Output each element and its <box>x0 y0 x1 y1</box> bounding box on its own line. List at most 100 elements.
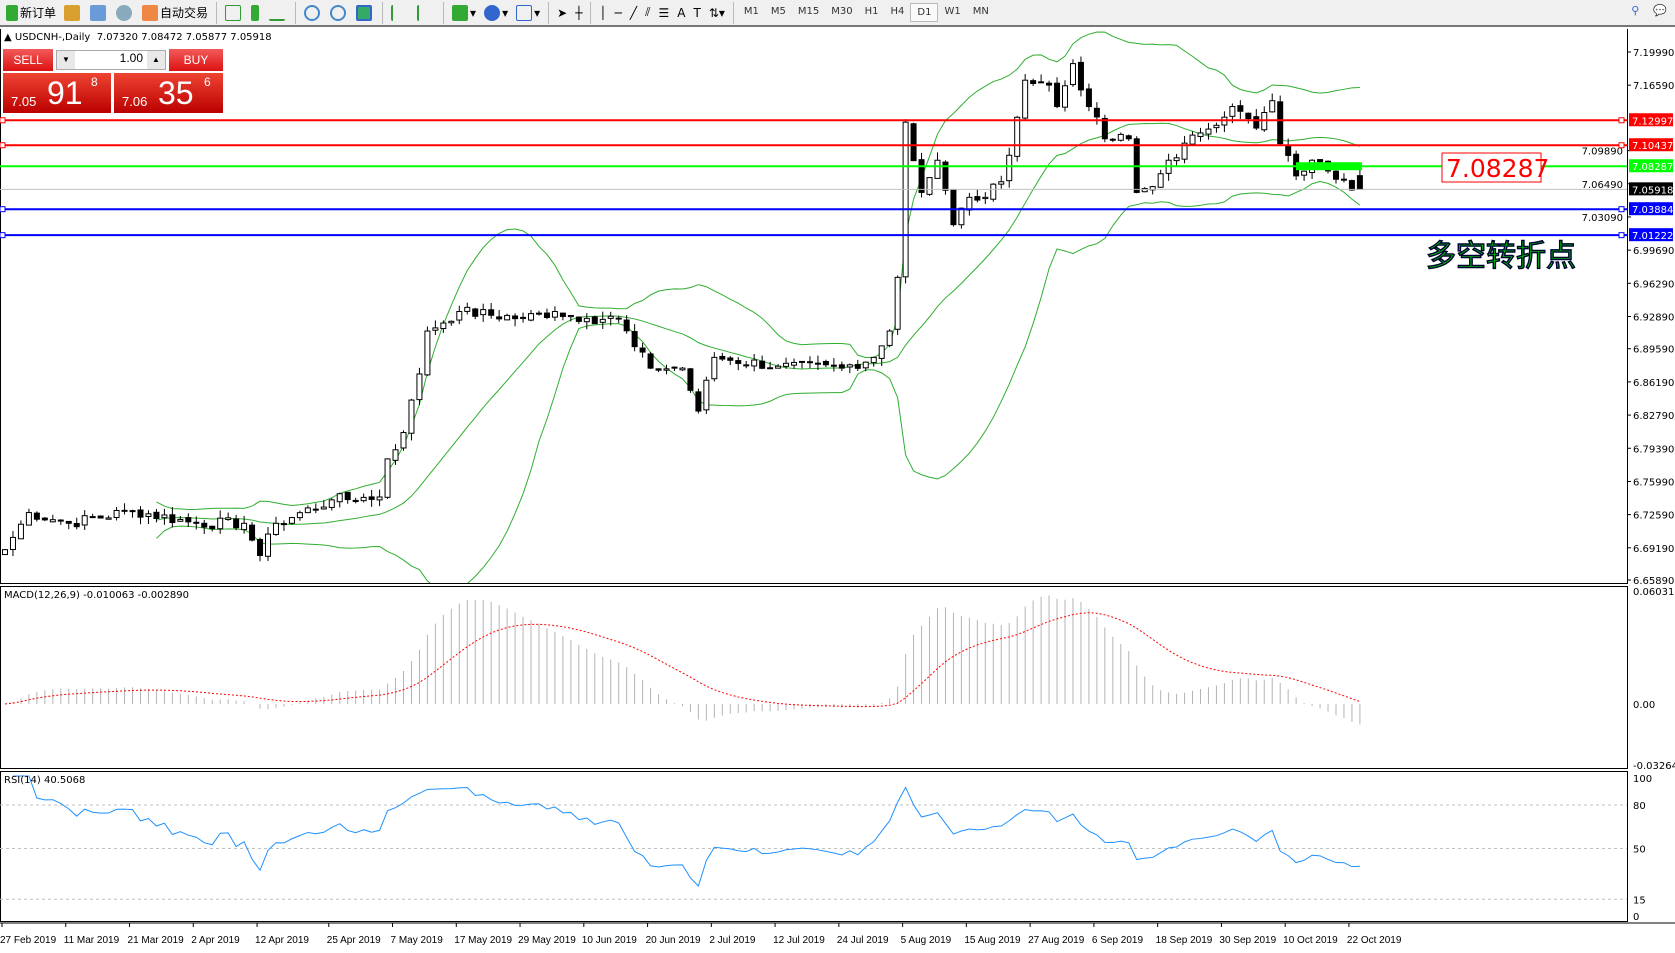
candle <box>767 361 774 370</box>
toolbar: 新订单 自动交易 ▾ ▾ ▾ ➤ ┼ │ ─ ╱ ⫽ ☰ A T ⇅▾ M1 M5… <box>0 0 1675 27</box>
price-line-label: 7.10437 <box>1632 141 1673 152</box>
candle <box>384 458 391 499</box>
indicators-button[interactable]: ▾ <box>448 1 480 25</box>
timeframe-m30[interactable]: M30 <box>831 6 853 17</box>
timeframe-h4[interactable]: H4 <box>890 6 905 17</box>
auto-trading-button[interactable]: 自动交易 <box>138 1 212 25</box>
chat-icon[interactable]: 💬 <box>1653 4 1667 17</box>
price-line-label-bg <box>1629 228 1673 242</box>
cursor-button[interactable]: ➤ <box>553 1 571 25</box>
horizontal-line-button[interactable]: ─ <box>611 1 626 25</box>
candle-body-down <box>918 159 925 193</box>
search-icon[interactable]: ⚲ <box>1631 4 1640 17</box>
candle-body-down <box>591 316 598 325</box>
candle <box>137 506 144 525</box>
zoom-out-button[interactable] <box>326 1 352 25</box>
sell-button[interactable]: SELL <box>3 49 53 71</box>
price-tick-label: 7.06490 <box>1582 180 1623 191</box>
candle-body-down <box>830 364 837 367</box>
buy-price[interactable]: 7.06 35 6 <box>114 73 223 113</box>
candle-body-up <box>990 183 997 200</box>
candle-body-up <box>25 512 32 526</box>
candle-body-down <box>615 317 622 320</box>
separator <box>732 1 734 24</box>
fibonacci-button[interactable]: ☰ <box>654 1 673 25</box>
text-label-button[interactable]: T <box>689 1 704 25</box>
timeframe-m1[interactable]: M1 <box>743 6 759 17</box>
timeframe-d1[interactable]: D1 <box>910 3 939 22</box>
trendline-button[interactable]: ╱ <box>626 1 641 25</box>
add-indicator-icon <box>452 4 469 21</box>
bar-chart-button[interactable] <box>221 1 247 25</box>
timeframe-h1[interactable]: H1 <box>864 6 879 17</box>
candle <box>2 549 8 556</box>
chart-area[interactable]: 7.19990 7.16590 7.09890 7.06490 7.03090 6.996… <box>0 29 1675 953</box>
auto-scroll-button[interactable] <box>387 1 413 25</box>
candle-body-up <box>567 315 574 318</box>
periods-button[interactable]: ▾ <box>480 1 512 25</box>
candle <box>145 510 152 525</box>
zoom-in-icon <box>304 4 321 21</box>
line-chart-button[interactable] <box>265 1 291 25</box>
candle-body-up <box>1197 132 1204 138</box>
candle-body-up <box>9 536 16 551</box>
candle-body-up <box>791 361 798 366</box>
tile-icon <box>356 4 373 21</box>
macd-axis-label: 0.00 <box>1633 700 1655 711</box>
candle-body-down <box>153 511 160 519</box>
crosshair-button[interactable]: ┼ <box>571 1 586 25</box>
navigator-button[interactable] <box>86 1 112 25</box>
text-button[interactable]: A <box>673 1 689 25</box>
rsi-axis-label: 80 <box>1633 801 1646 812</box>
tile-windows-button[interactable] <box>352 1 378 25</box>
candle-body-down <box>942 161 949 191</box>
candle <box>607 311 614 326</box>
time-axis-label: 10 Jun 2019 <box>582 935 637 946</box>
lot-decrease-button[interactable]: ▼ <box>57 51 75 69</box>
gold-icon <box>64 4 81 21</box>
buy-price-prefix: 7.06 <box>122 94 148 109</box>
candle <box>1221 111 1228 133</box>
candle <box>105 515 112 520</box>
zoom-in-button[interactable] <box>300 1 326 25</box>
candle <box>520 312 527 323</box>
lot-input[interactable]: 1.00 <box>119 51 143 65</box>
price-tick-label: 7.09890 <box>1582 147 1623 158</box>
clock-icon <box>484 4 501 21</box>
channel-icon: ⫽ <box>645 5 651 19</box>
candle <box>958 207 965 229</box>
time-axis-label: 10 Oct 2019 <box>1283 935 1338 946</box>
candle <box>480 303 487 322</box>
lot-stepper[interactable]: ▼ 1.00 ▲ <box>56 50 166 70</box>
candle-body-down <box>695 391 702 412</box>
candle <box>711 352 718 382</box>
horizontal-line-icon: ─ <box>614 5 622 20</box>
lot-increase-button[interactable]: ▲ <box>147 51 165 69</box>
candle <box>1269 93 1276 113</box>
candlestick-button[interactable] <box>247 1 265 25</box>
vertical-line-button[interactable]: │ <box>595 1 610 25</box>
candle <box>926 177 933 196</box>
candle <box>743 360 750 369</box>
candle <box>336 492 343 508</box>
market-watch-button[interactable] <box>60 1 86 25</box>
candle <box>41 517 48 522</box>
candle <box>1117 132 1124 142</box>
terminal-button[interactable] <box>112 1 138 25</box>
sell-price[interactable]: 7.05 91 8 <box>3 73 111 113</box>
candle <box>400 430 407 451</box>
candle <box>1301 170 1308 181</box>
timeframe-mn[interactable]: MN <box>972 6 989 17</box>
template-icon <box>516 4 533 21</box>
arrows-button[interactable]: ⇅▾ <box>705 1 729 25</box>
templates-button[interactable]: ▾ <box>512 1 544 25</box>
buy-button[interactable]: BUY <box>169 49 223 71</box>
candle-body-up <box>1213 124 1220 129</box>
timeframe-m15[interactable]: M15 <box>797 6 820 17</box>
time-axis-label: 18 Sep 2019 <box>1156 935 1213 946</box>
timeframe-w1[interactable]: W1 <box>944 6 961 17</box>
new-order-button[interactable]: 新订单 <box>2 1 60 25</box>
chart-shift-button[interactable] <box>413 1 439 25</box>
channel-button[interactable]: ⫽ <box>641 1 654 25</box>
timeframe-m5[interactable]: M5 <box>770 6 786 17</box>
